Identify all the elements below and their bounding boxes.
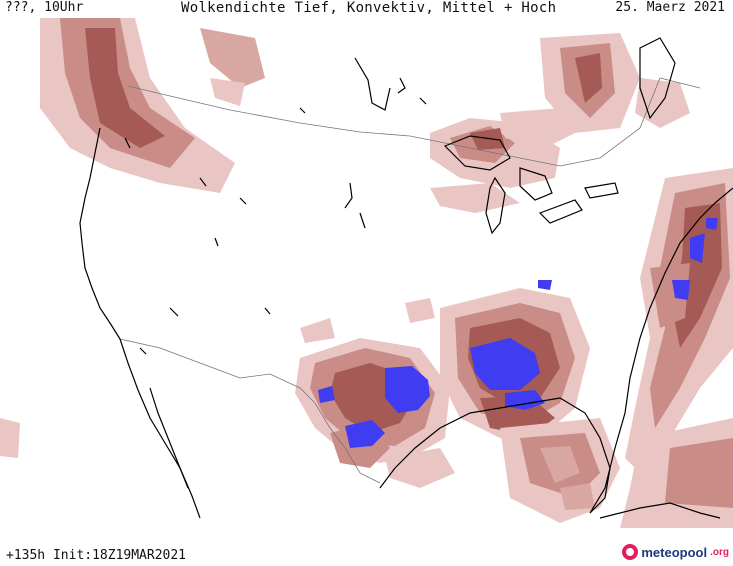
us-canada-border-east (439, 77, 701, 167)
atlantic-coast (589, 187, 733, 514)
logo-text: meteopool (641, 544, 708, 560)
coastline-layer (79, 37, 733, 519)
lake-erie (538, 199, 583, 224)
baja-coast (119, 338, 201, 519)
logo-tld: .org (710, 546, 729, 558)
map-title: Wolkendichte Tief, Konvektiv, Mittel + H… (181, 0, 557, 16)
cloud-density-map (0, 18, 733, 528)
lake-michigan (485, 176, 506, 235)
forecast-date: 25. Maerz 2021 (615, 0, 725, 15)
us-canada-border (127, 85, 441, 143)
cuba-coast (599, 502, 721, 519)
footer-bar: +135h Init:18Z19MAR2021 meteopool .org (0, 528, 733, 566)
newfoundland-coast (639, 37, 676, 120)
lake-huron (519, 167, 553, 201)
forecast-time-label: ???, 10Uhr (5, 0, 84, 15)
convective-core-layer (318, 218, 718, 448)
gulf-of-california (149, 387, 189, 489)
pacific-coast (79, 127, 121, 340)
meteopool-logo-icon (622, 544, 639, 560)
meteopool-logo: meteopool .org (622, 544, 729, 560)
us-mexico-border (119, 338, 381, 484)
border-layer (119, 77, 701, 484)
lake-ontario (584, 182, 619, 199)
model-run-label: +135h Init:18Z19MAR2021 (6, 548, 187, 563)
hudson-bay-coast (354, 57, 391, 111)
lake-specks (124, 77, 427, 355)
lake-superior (443, 135, 511, 171)
